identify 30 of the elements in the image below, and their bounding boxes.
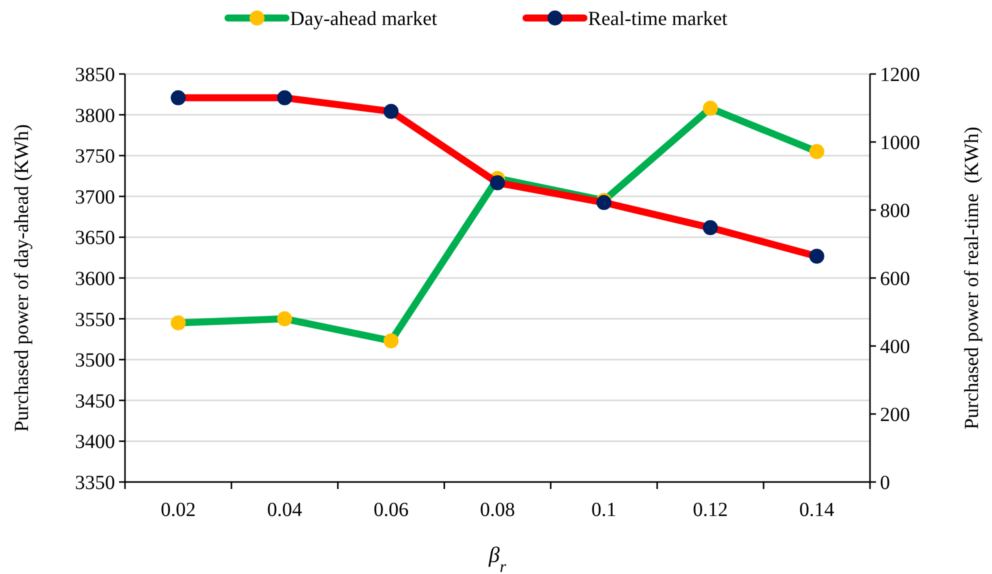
y2-tick-label: 800 [880,200,910,222]
x-tick-label: 0.04 [267,499,302,521]
y-tick-label: 3600 [75,268,115,290]
y2-tick-label: 1200 [880,64,920,86]
x-tick-label: 0.08 [480,499,515,521]
x-tick-label: 0.02 [160,499,196,521]
y-tick-label: 3700 [75,186,115,208]
y-axis-title: Purchased power of day-ahead (KWh) [11,124,33,432]
y-tick-label: 3350 [75,472,115,494]
y-tick-label: 3400 [75,431,115,454]
x-axis-title: β$_{r}$ [488,542,507,574]
y2-tick-label: 200 [880,404,910,426]
x-tick-label: 0.06 [374,499,409,521]
y-tick-label: 3550 [75,308,115,331]
y-tick-label: 3800 [75,104,115,127]
x-tick-label: 0.12 [692,499,728,521]
y2-tick-label: 1000 [880,132,920,154]
legend-label: Real-time market [588,8,728,30]
y2-tick-label: 400 [880,336,910,358]
y2-axis-title: Purchased power of real-time (KWh) [961,126,983,430]
y2-tick-label: 0 [880,472,890,494]
x-tick-label: 0.1 [591,499,616,521]
legend-label: Day-ahead market [290,8,438,30]
y-tick-label: 3750 [75,146,115,168]
y-tick-label: 3850 [75,64,115,86]
y-tick-label: 3500 [75,350,115,372]
y-tick-label: 3650 [75,227,115,250]
x-tick-label: 0.14 [799,499,834,521]
y2-tick-label: 600 [880,268,910,290]
y-tick-label: 3450 [75,390,115,412]
